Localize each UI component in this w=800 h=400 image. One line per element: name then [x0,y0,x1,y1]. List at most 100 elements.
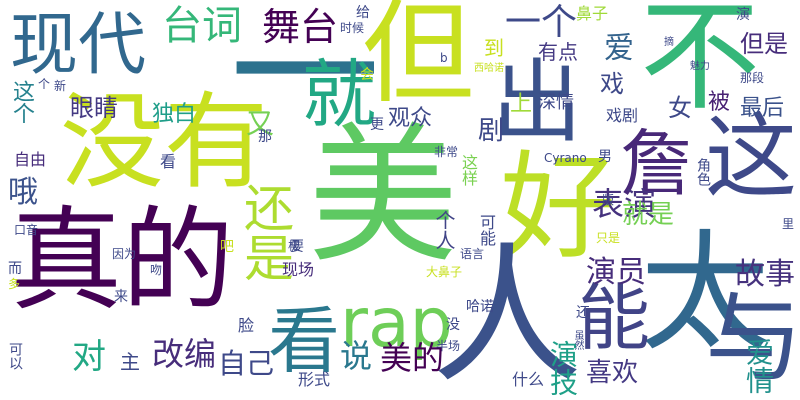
word-mei-small: 没 [446,317,460,333]
word-zhishi: 只是 [596,231,621,245]
word-gushi: 故事 [735,257,795,292]
word-geren: 个人 [432,210,456,250]
word-yao: 要 [290,239,304,255]
word-banchang: 半场 [436,339,461,353]
word-yuyan: 语言 [460,247,485,261]
word-feichang: 非常 [434,145,459,159]
word-dan: 但 [362,0,474,119]
word-hai: 还 [576,305,590,321]
word-xi: 戏 [600,70,624,98]
word-na: 那 [258,129,272,145]
word-suiran: 虽然 [572,330,583,350]
word-ren: 人 [432,230,583,400]
word-yinwei: 因为 [112,247,137,261]
word-meide: 美的 [380,339,445,377]
word-meiyou: 没有 [60,81,269,203]
word-zhege: 这个 [9,80,34,124]
word-yan: 演 [736,7,750,23]
word-li: 里 [782,217,795,231]
word-ji: 极 [288,239,301,253]
word-lai: 来 [114,289,128,305]
word-rap: rap [340,284,453,363]
word-xiandai: 现代 [10,6,147,85]
word-ge: 个 [38,77,51,91]
word-shenme: 什么 [512,370,545,389]
word-danshi: 但是 [740,30,788,58]
word-cyrano: Cyrano [544,151,587,165]
word-o: 哦 [8,175,38,210]
word-zhan: 詹 [620,122,693,206]
word-youdian: 有点 [538,40,578,64]
word-yige: 一个 [505,2,578,43]
word-zheyang: 这样 [459,154,478,186]
word-dui: 对 [72,337,106,377]
word-keyi: 可以 [7,342,23,370]
word-zuihou: 最后 [740,96,785,121]
word-xianchang: 现场 [282,260,315,279]
word-ban: 版 [602,193,615,207]
word-kan: 看 [268,299,341,383]
word-xin: 新 [54,79,67,93]
word-lian: 脸 [238,316,255,335]
word-bizi: 鼻子 [576,4,609,23]
word-meili: 魅力 [690,61,710,72]
word-ba: 吧 [220,239,234,255]
word-xiju: 戏剧 [606,106,639,125]
word-wutai: 舞台 [262,5,339,49]
word-haishi: 还是 [236,182,294,282]
word-nv: 女 [668,94,692,122]
word-dao: 到 [484,36,504,60]
word-tai: 太 [640,217,771,369]
word-zhende: 真的 [10,196,234,326]
word-gei: 给 [356,5,370,21]
word-yanyuan: 演员 [586,255,646,290]
word-taici: 台词 [162,3,242,49]
word-ai: 爱 [604,31,634,66]
word-duo: 多 [8,277,21,291]
word-jiu: 就 [302,52,376,138]
word-dabizi: 大鼻子 [426,265,463,279]
word-yi: 一 [230,0,381,162]
word-ju: 剧 [478,116,505,146]
word-wen: 吻 [150,263,163,277]
word-naduan: 那段 [740,71,765,85]
word-keneng: 可能 [477,214,496,246]
word-hao: 好 [500,140,616,275]
word-hui: 会 [360,67,374,83]
word-xihuan: 喜欢 [586,358,639,388]
word-gaibian: 改编 [152,335,217,373]
word-shuo: 说 [340,337,373,375]
word-shenqing: 深情 [538,92,574,113]
word-kouyin: 口音 [14,223,39,237]
word-guanzhong: 观众 [388,106,433,131]
word-bei: 被 [708,90,731,115]
word-kan-small: 看 [160,152,177,171]
word-shang: 上 [510,92,533,117]
word-biaoyan: 表演 [592,185,657,223]
word-you: 又 [246,107,275,140]
word-nan: 男 [598,149,612,165]
word-ziji: 自己 [218,347,275,380]
word-b: b [440,51,448,65]
word-dubai: 独白 [152,102,197,127]
word-aiqing: 爱情 [742,338,775,394]
word-zhu: 主 [120,350,140,374]
word-yanji: 演技 [546,340,579,396]
word-neng: 能 [578,276,651,360]
word-er: 而 [8,261,22,277]
word-zhai: 摘 [664,37,674,48]
word-geng: 更 [370,117,384,133]
word-zhe: 这 [705,104,798,211]
word-xihanuo: 西哈诺 [474,63,504,74]
word-xingshi: 形式 [298,370,331,389]
word-shihou: 时候 [340,21,365,35]
word-ziyou: 自由 [14,150,47,169]
word-mei: 美 [308,110,459,284]
word-jiushi: 就是 [622,200,675,230]
word-hanuo: 哈诺 [466,299,494,315]
word-juese: 角色 [695,158,711,186]
word-bu: 不 [640,0,760,127]
word-yanjing: 眼睛 [70,94,118,122]
word-yu: 与 [705,282,800,396]
